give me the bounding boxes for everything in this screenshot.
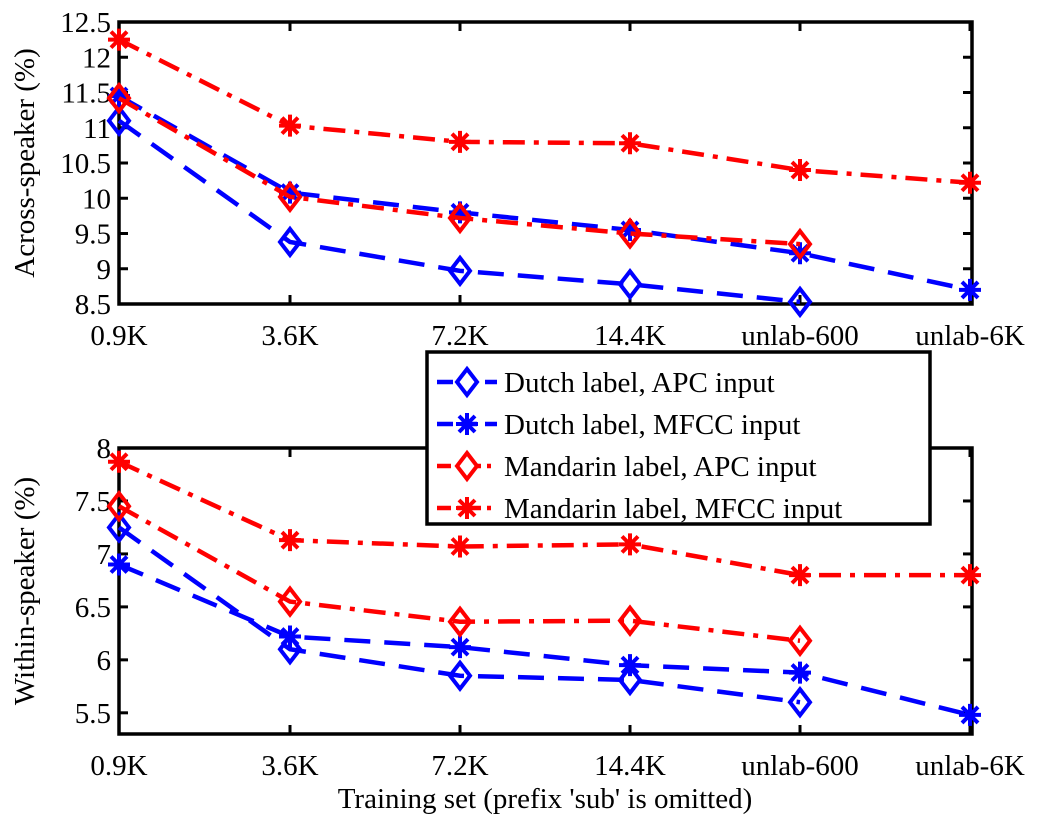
legend-marker — [454, 365, 480, 399]
y-tick-label: 12.5 — [60, 7, 111, 39]
data-point — [617, 604, 643, 637]
data-point — [789, 564, 811, 587]
data-point — [787, 685, 813, 719]
data-point — [106, 489, 132, 523]
data-point — [108, 28, 130, 51]
data-point — [277, 225, 303, 259]
y-tick-label: 7 — [97, 539, 112, 571]
data-point — [787, 227, 813, 261]
data-point — [449, 636, 471, 659]
y-axis-label: Across-speaker (%) — [9, 48, 41, 277]
data-point — [279, 625, 301, 648]
data-point — [108, 553, 130, 576]
x-tick-label: 14.4K — [594, 320, 666, 352]
data-point — [619, 533, 641, 556]
y-tick-label: 11 — [83, 113, 111, 145]
data-point — [106, 81, 132, 115]
data-point — [106, 511, 132, 544]
y-tick-label: 10 — [82, 183, 111, 215]
data-point — [959, 703, 981, 726]
x-tick-label: 14.4K — [594, 750, 666, 782]
y-axis-label: Within-speaker (%) — [9, 477, 41, 705]
x-tick-label: unlab-6K — [915, 750, 1025, 782]
x-tick-label: 0.9K — [90, 750, 147, 782]
legend: Dutch label, APC input Dutch label, MFCC … — [425, 350, 932, 526]
y-tick-label: 9.5 — [75, 219, 111, 251]
y-tick-label: 9 — [97, 254, 112, 286]
y-tick-label: 6.5 — [75, 592, 111, 624]
legend-box — [425, 350, 932, 526]
data-point — [619, 132, 641, 155]
y-tick-label: 6 — [97, 645, 112, 677]
data-point — [279, 114, 301, 137]
y-tick-label: 12 — [82, 42, 111, 74]
data-point — [619, 218, 641, 241]
data-point — [617, 267, 643, 301]
data-point — [787, 285, 813, 319]
series-line — [117, 37, 971, 185]
data-point — [279, 181, 301, 204]
y-tick-label: 5.5 — [75, 698, 111, 730]
x-tick-label: unlab-600 — [741, 750, 859, 782]
y-tick-label: 8.5 — [75, 289, 111, 321]
y-tick-label: 11.5 — [61, 78, 111, 110]
series-line — [117, 96, 801, 247]
data-point — [447, 254, 473, 288]
x-tick-label: 0.9K — [90, 320, 147, 352]
data-point — [449, 201, 471, 224]
legend-marker — [454, 449, 480, 483]
within-speaker-plot: 5.5 6 6.5 7 7.5 8 0.9K 3.6K 7.2K 14.4K unlab-600 un… — [9, 433, 1025, 782]
series-line — [117, 504, 801, 644]
data-point — [959, 171, 981, 194]
x-tick-label: 3.6K — [261, 320, 318, 352]
data-point — [449, 535, 471, 558]
x-tick-label: unlab-600 — [741, 320, 859, 352]
data-point — [617, 663, 643, 697]
data-point — [108, 450, 130, 473]
y-tick-label: 8 — [97, 433, 112, 465]
data-point — [106, 104, 132, 137]
data-point — [617, 217, 643, 250]
data-point — [789, 242, 811, 265]
y-tick-label: 7.5 — [75, 486, 111, 518]
data-point — [789, 661, 811, 684]
data-point — [449, 130, 471, 153]
series-line — [118, 459, 970, 578]
x-tick-label: 3.6K — [261, 750, 318, 782]
legend-label: Mandarin label, MFCC input — [504, 493, 842, 525]
data-point — [279, 529, 301, 552]
legend-label: Dutch label, MFCC input — [504, 409, 800, 441]
data-point — [108, 85, 130, 108]
series-line — [117, 525, 801, 705]
data-point — [787, 624, 813, 658]
data-point — [277, 585, 303, 618]
data-point — [959, 564, 981, 587]
legend-label: Mandarin label, APC input — [504, 451, 817, 483]
data-point — [619, 654, 641, 677]
data-point — [447, 605, 473, 638]
series-line — [117, 118, 801, 305]
data-point — [789, 159, 811, 182]
data-point — [447, 659, 473, 693]
x-axis-label: Training set (prefix 'sub' is omitted) — [338, 783, 753, 815]
data-point — [959, 278, 981, 301]
legend-label: Dutch label, APC input — [504, 367, 775, 399]
data-point — [277, 180, 303, 214]
x-tick-label: unlab-6K — [915, 320, 1025, 352]
legend-marker — [456, 413, 478, 435]
x-tick-label: 7.2K — [431, 750, 488, 782]
y-tick-label: 10.5 — [60, 148, 111, 180]
legend-marker — [456, 497, 478, 519]
x-tick-label: 7.2K — [431, 320, 488, 352]
series-line — [117, 94, 971, 293]
data-point — [447, 201, 473, 235]
axes-box — [117, 20, 974, 306]
series-line — [118, 562, 971, 718]
